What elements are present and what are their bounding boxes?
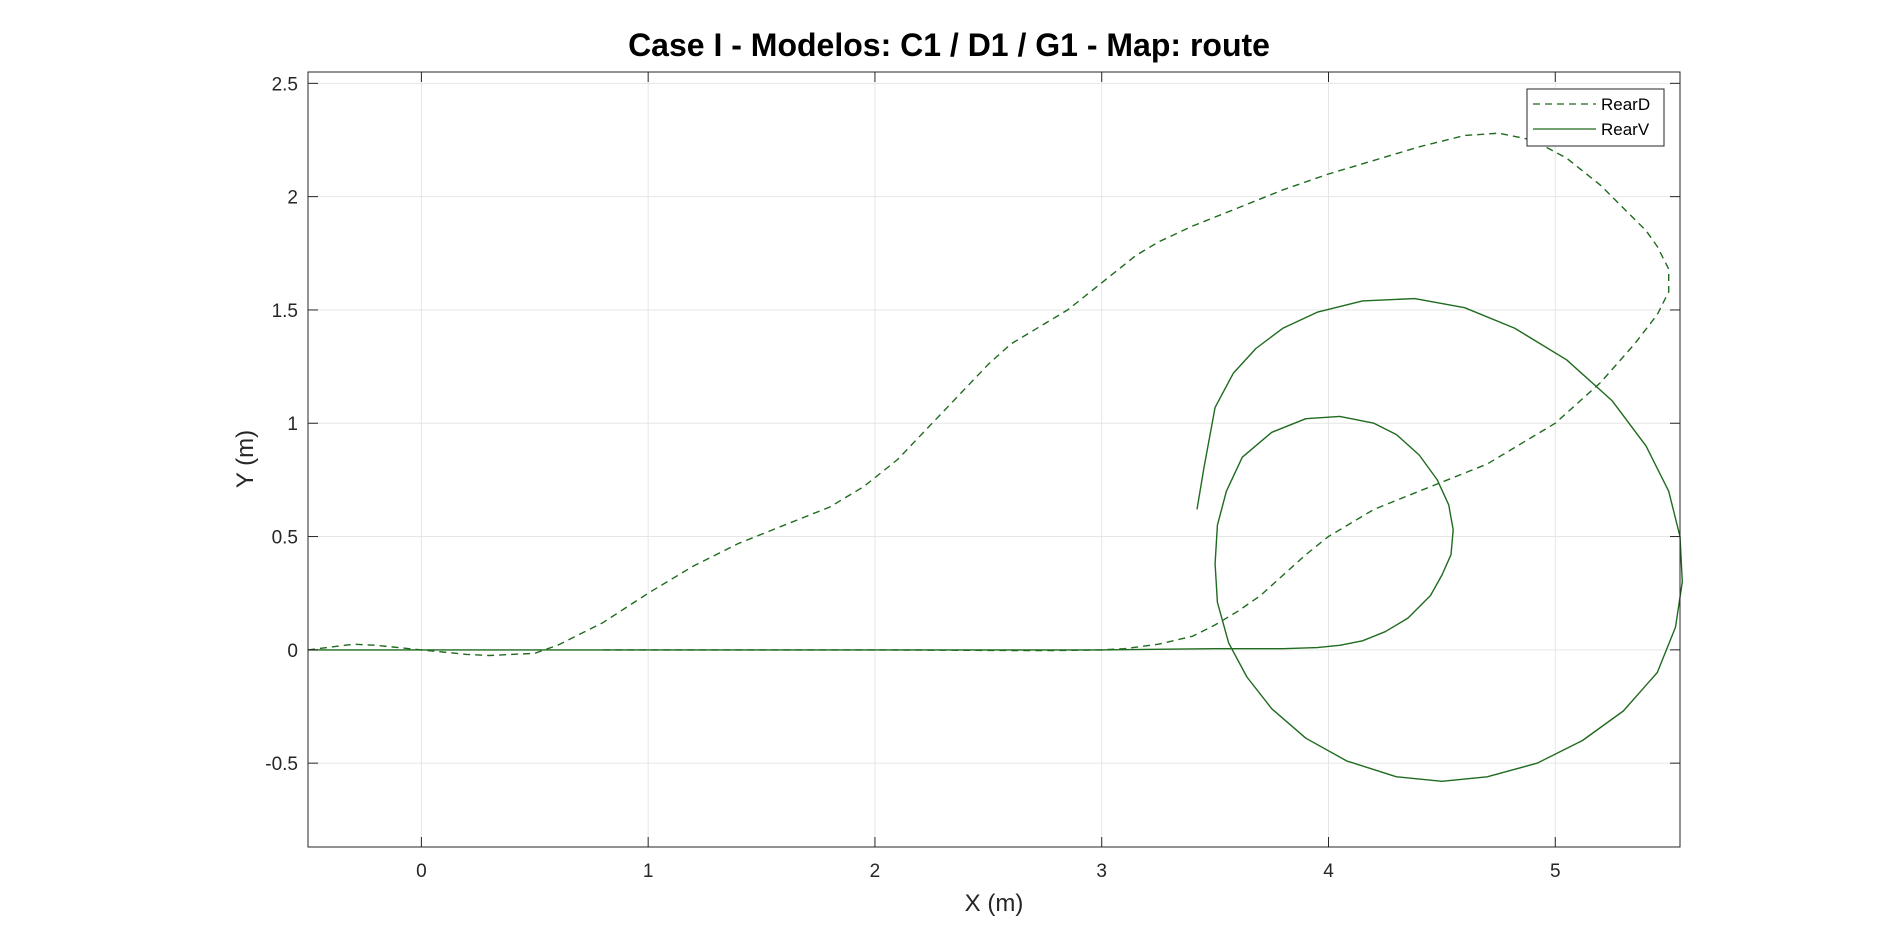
legend-label-rearv: RearV	[1601, 120, 1650, 139]
y-tick-label: 2	[287, 188, 298, 209]
series-line-rearv	[308, 297, 1684, 782]
series-layer	[307, 132, 1684, 782]
x-tick-label: 0	[416, 861, 427, 882]
x-tick-label: 3	[1096, 861, 1107, 882]
x-tick-label: 2	[870, 861, 881, 882]
x-tick-label: 4	[1323, 861, 1334, 882]
y-tick-label: 0	[287, 641, 298, 662]
y-axis-label: Y (m)	[232, 430, 259, 488]
y-tick-label: 2.5	[272, 74, 298, 95]
legend-box	[1526, 88, 1665, 147]
y-tick-label: 1	[287, 414, 298, 435]
plot-area	[308, 72, 1680, 847]
x-axis-label: X (m)	[965, 890, 1024, 917]
y-tick-label: 1.5	[272, 301, 298, 322]
ticks: 0 1 2 3 4 5 -0.5 0 0.5 1 1.5 2 2.5	[265, 72, 1680, 882]
legend: RearD RearV	[1526, 88, 1665, 147]
legend-label-reard: RearD	[1601, 95, 1650, 114]
series-line-reard	[307, 132, 1670, 657]
grid	[308, 72, 1680, 847]
axes-frame	[307, 71, 1681, 848]
x-tick-label: 1	[643, 861, 654, 882]
y-tick-label: -0.5	[265, 754, 298, 775]
x-tick-label: 5	[1550, 861, 1561, 882]
y-tick-label: 0.5	[272, 528, 298, 549]
chart-title: Case I - Modelos: C1 / D1 / G1 - Map: ro…	[628, 27, 1270, 63]
